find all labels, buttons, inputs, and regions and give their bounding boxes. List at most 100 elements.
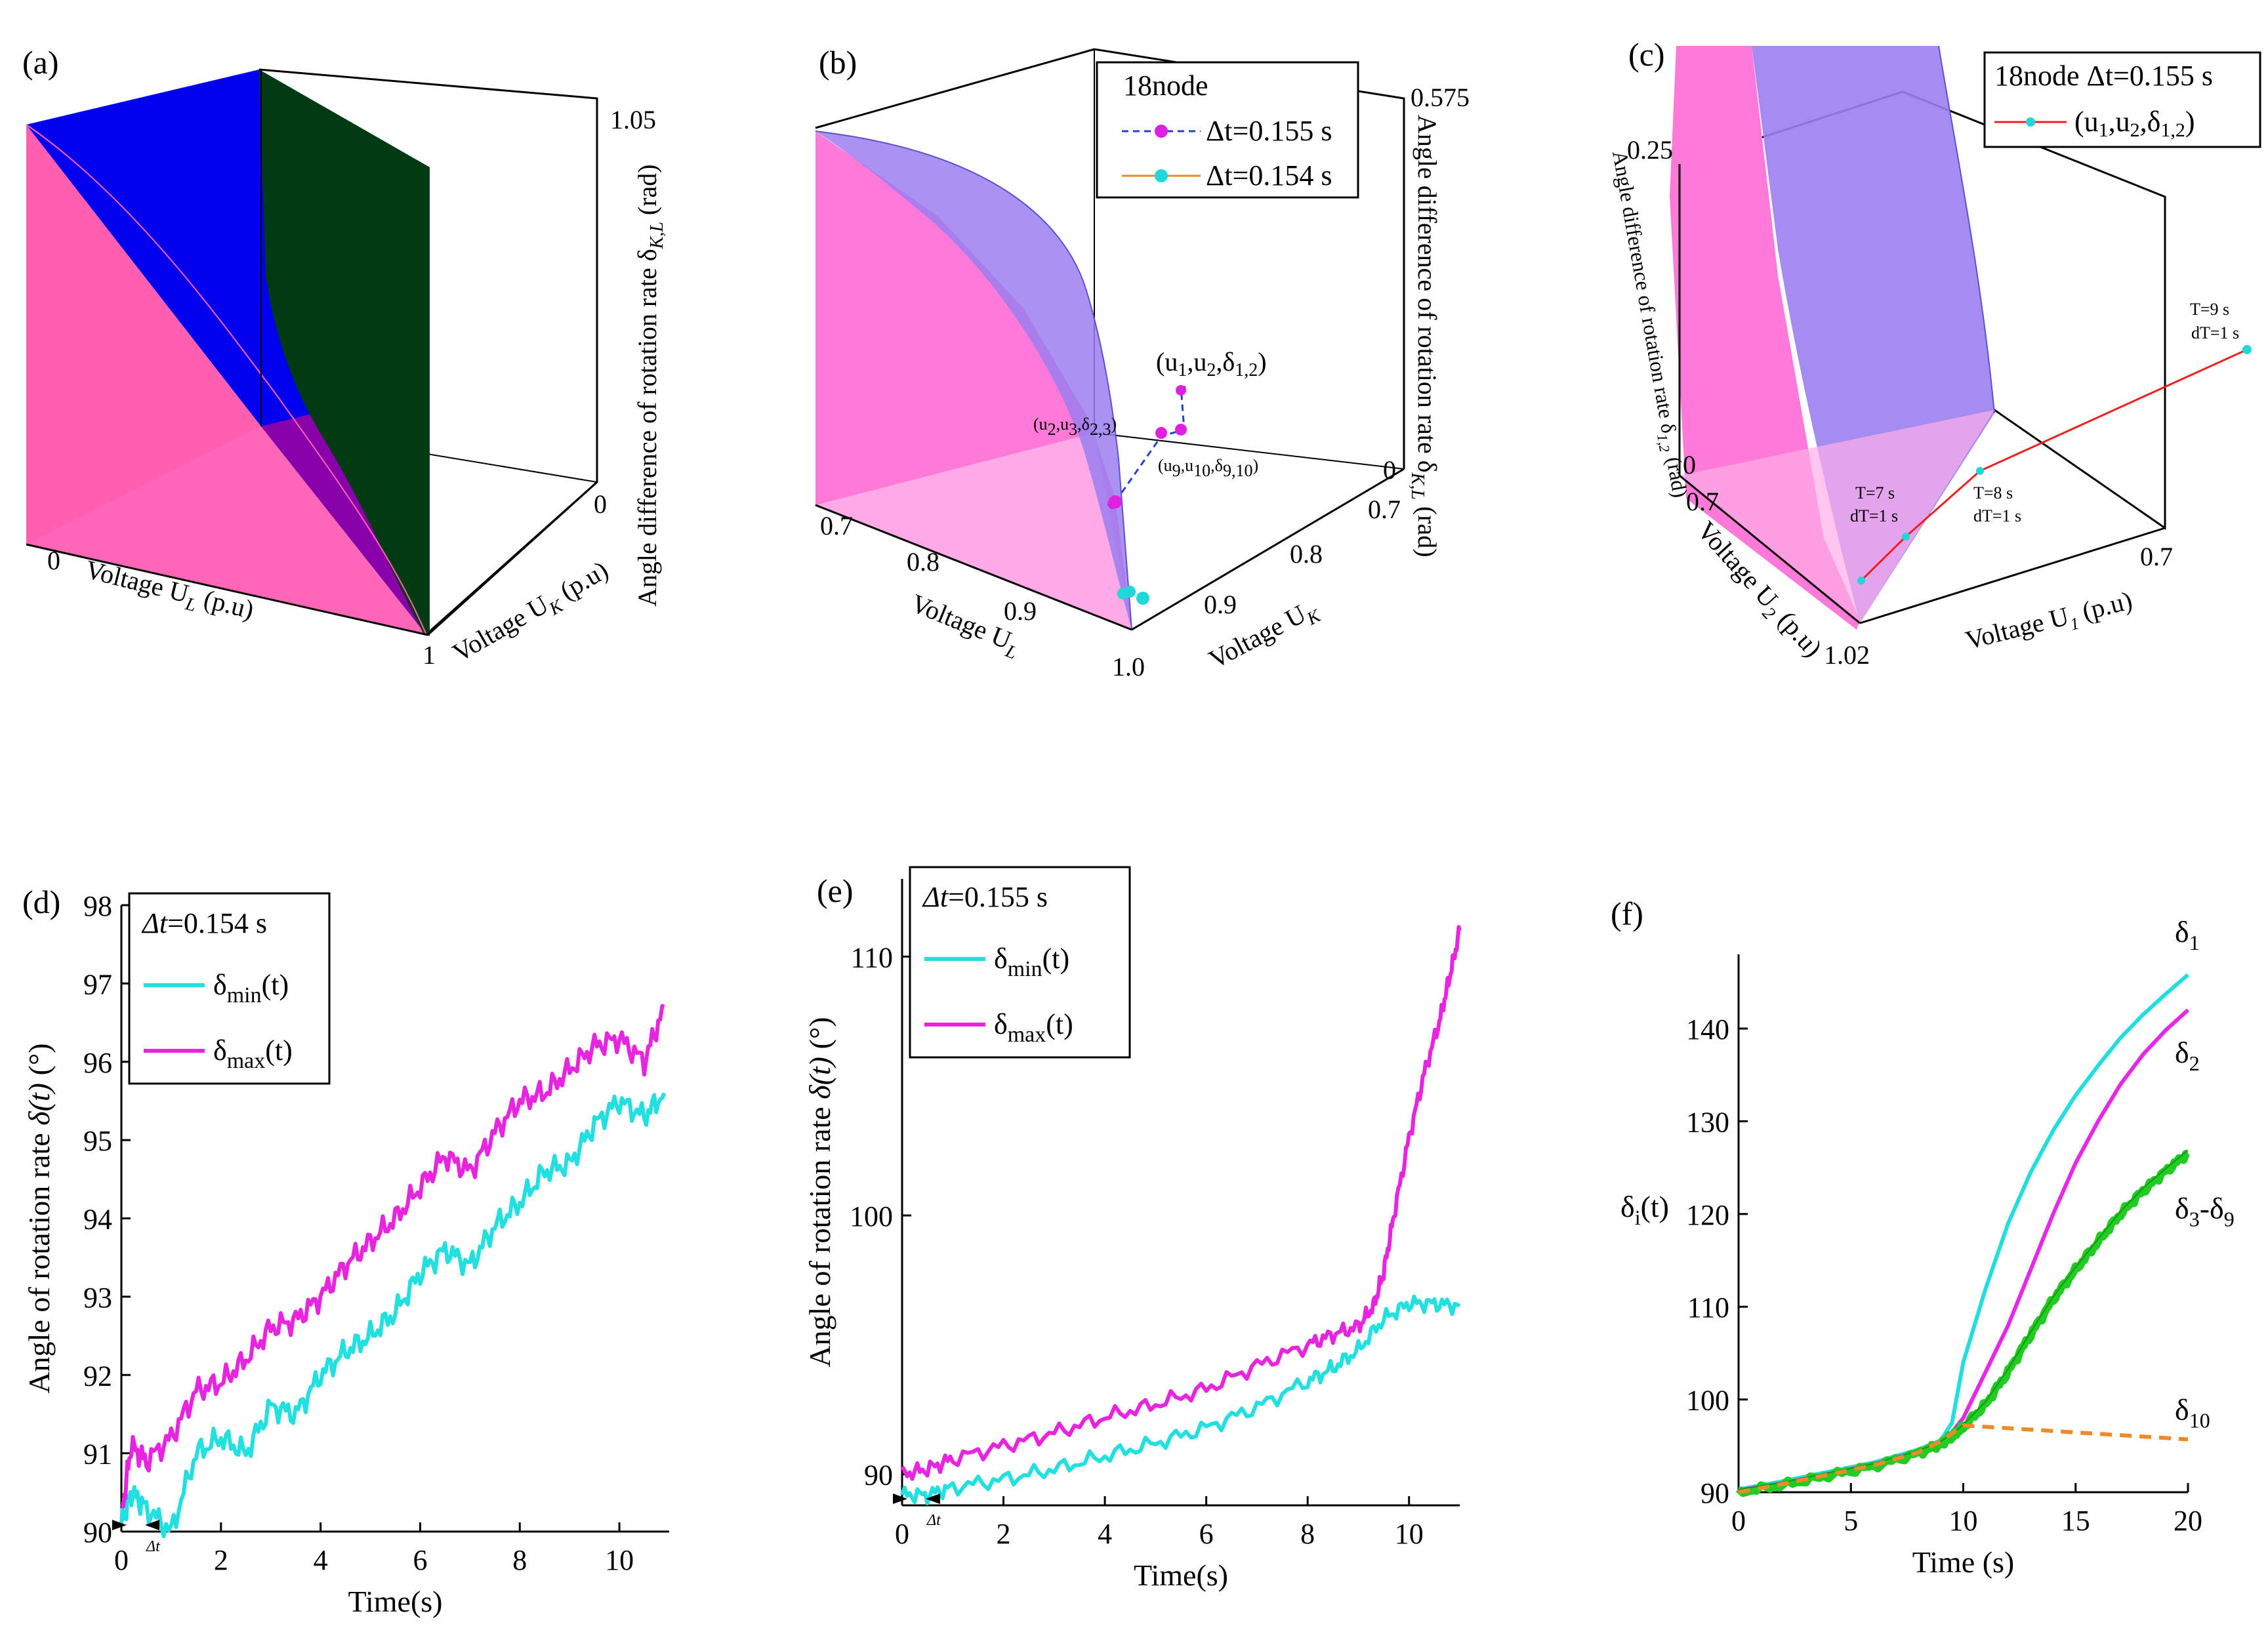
panel-b-legend-marker-1 bbox=[1155, 169, 1168, 182]
chart-d-xtick-label: 6 bbox=[413, 1544, 427, 1576]
chart-f-series-label-3: δ10 bbox=[2175, 1393, 2210, 1432]
chart-d-ytick-label: 98 bbox=[83, 890, 112, 922]
panel-a-yaxis bbox=[426, 481, 598, 636]
panel-b-ann-3: (u9,u10,δ9,10) bbox=[1158, 456, 1258, 480]
panel-e: (e) 0 2 4 6 8 10 90 100 110 Time(s) Angle of rotat… bbox=[803, 866, 1462, 1592]
panel-c-traj bbox=[1860, 348, 2248, 582]
chart-e-dt-arrow-left bbox=[893, 1494, 907, 1504]
chart-e-dt-arrow-right bbox=[926, 1494, 940, 1504]
chart-e-ytick-label: 90 bbox=[864, 1459, 893, 1492]
panel-a-y-min: 0 bbox=[594, 489, 607, 519]
chart-e-xtick-label: 6 bbox=[1199, 1518, 1214, 1550]
chart-d-xtick-label: 0 bbox=[114, 1544, 129, 1576]
chart-f-series-2 bbox=[1735, 1149, 2190, 1497]
panel-a-x-min: 0 bbox=[47, 546, 60, 575]
panel-c-points bbox=[1857, 345, 2252, 584]
panel-c-pt-1-dt: dT=1 s bbox=[1973, 506, 2021, 525]
panel-b-pink-floor bbox=[815, 433, 1132, 630]
chart-f-series-3 bbox=[1738, 1423, 2189, 1494]
panel-b-xtick-3: 1.0 bbox=[1112, 652, 1145, 682]
panel-a-ylabel: Voltage UK(p.u) bbox=[447, 555, 616, 672]
panel-b-ann-1: (u1,u2,δ1,2) bbox=[1156, 347, 1267, 380]
chart-e-series-0 bbox=[900, 1294, 1461, 1505]
panel-a-x-max: 1 bbox=[423, 640, 436, 670]
chart-e-xtick-label: 10 bbox=[1395, 1518, 1424, 1550]
panel-b-xaxis bbox=[815, 504, 1132, 631]
chart-f-series-1 bbox=[1738, 1008, 2190, 1493]
chart-e-ylabel: Angle of rotation rate δ(t) (°) bbox=[803, 1017, 836, 1367]
chart-f-series-label-1: δ2 bbox=[2175, 1036, 2200, 1075]
panel-c-y-tick: 0.7 bbox=[2140, 542, 2173, 571]
chart-e-xtick-label: 4 bbox=[1098, 1518, 1112, 1550]
panel-e-label: (e) bbox=[817, 872, 854, 909]
chart-d-xtick-label: 10 bbox=[605, 1544, 634, 1576]
chart-d-dt-label: Δt bbox=[146, 1538, 161, 1555]
panel-b-box-floor bbox=[1094, 432, 1405, 470]
chart-d: 0 2 4 6 8 10 90 91 92 93 94 95 96 97 98 Time(s) Angle of… bbox=[22, 890, 669, 1618]
chart-d-ytick-label: 97 bbox=[83, 968, 112, 1000]
panel-a: (a) 1.05 0 1 0 Voltage UL (p.u) Voltage U… bbox=[22, 44, 667, 672]
chart-e-series-1 bbox=[900, 925, 1462, 1481]
panel-c-yaxis bbox=[1859, 527, 2166, 624]
panel-b-ann-2: (u2,u3,δ2,3) bbox=[1033, 415, 1117, 439]
chart-d-ytick-label: 95 bbox=[83, 1125, 112, 1157]
panel-c-z-top: 0.25 bbox=[1627, 135, 1673, 165]
panel-a-label: (a) bbox=[22, 44, 59, 81]
chart-e-xtick-label: 0 bbox=[895, 1518, 909, 1550]
panel-b-legend-marker-0 bbox=[1155, 125, 1168, 138]
chart-f: 0 5 10 15 20 90 100 110 120 130 140 Time (s) δi(t) δ1… bbox=[1620, 915, 2235, 1579]
chart-d-legend-title: Δt=0.154 s bbox=[141, 907, 267, 939]
panel-b-traj-155 bbox=[1114, 386, 1186, 502]
chart-f-series-0 bbox=[1738, 973, 2189, 1492]
chart-d-ytick-label: 94 bbox=[83, 1204, 112, 1236]
panel-c-legend: 18node Δt=0.155 s (u1,u2,δ1,2) bbox=[1983, 51, 2261, 148]
panel-b-points-155 bbox=[1107, 385, 1187, 509]
panel-d: (d) 0 2 4 6 8 10 90 91 92 93 94 95 96 97 98 Time(s) Angl… bbox=[22, 884, 669, 1618]
panel-a-pink-floor bbox=[26, 426, 426, 635]
chart-d-xtick-label: 2 bbox=[214, 1544, 228, 1576]
chart-d-dt-arrow-right bbox=[145, 1520, 159, 1530]
panel-c-pt-2-t: T=9 s bbox=[2190, 300, 2229, 319]
chart-f-xtick-label: 15 bbox=[2061, 1505, 2090, 1537]
panel-b-z-bot: 0 bbox=[1383, 455, 1396, 485]
chart-d-dt-arrow-left bbox=[112, 1520, 127, 1530]
chart-f-xtick-label: 20 bbox=[2174, 1505, 2202, 1537]
panel-c-blue-edge bbox=[1938, 45, 1995, 414]
chart-e-legend-item-1: δmax(t) bbox=[994, 1008, 1073, 1047]
panel-b-z-top: 0.575 bbox=[1411, 83, 1470, 112]
panel-f-label: (f) bbox=[1611, 895, 1643, 932]
panel-b-label: (b) bbox=[819, 44, 857, 81]
chart-f-xtick-label: 10 bbox=[1949, 1505, 1978, 1537]
panel-b-xtick-1: 0.8 bbox=[907, 547, 939, 577]
chart-e-dt-label: Δt bbox=[926, 1512, 941, 1529]
panel-b-legend: 18node Δt=0.155 s Δt=0.154 s bbox=[1096, 61, 1359, 199]
chart-e: 0 2 4 6 8 10 90 100 110 Time(s) Angle of rotation … bbox=[803, 866, 1462, 1592]
chart-d-legend-item-0: δmin(t) bbox=[213, 969, 289, 1007]
chart-d-series-1 bbox=[120, 1004, 665, 1509]
chart-d-ytick-label: 93 bbox=[83, 1282, 112, 1314]
chart-e-xlabel: Time(s) bbox=[1134, 1558, 1228, 1592]
chart-d-ytick-label: 96 bbox=[83, 1047, 112, 1079]
panel-b-ytick-2: 0.7 bbox=[1368, 495, 1401, 524]
panel-c-pt-2-dt: dT=1 s bbox=[2191, 323, 2239, 342]
panel-b-ytick-0: 0.9 bbox=[1204, 590, 1237, 619]
chart-f-series-bundle-line bbox=[1738, 1149, 2189, 1490]
panel-c-pink-floor bbox=[1680, 410, 1994, 623]
chart-d-ytick-label: 90 bbox=[83, 1516, 112, 1549]
chart-e-xtick-label: 8 bbox=[1300, 1518, 1315, 1550]
panel-c-pt-1-t: T=8 s bbox=[1973, 483, 2013, 502]
chart-f-xtick-label: 5 bbox=[1844, 1505, 1858, 1537]
chart-f-ytick-label: 90 bbox=[1701, 1477, 1729, 1509]
chart-d-xlabel: Time(s) bbox=[348, 1585, 443, 1618]
chart-e-ytick-label: 100 bbox=[850, 1200, 893, 1232]
panel-a-purple-face bbox=[261, 400, 426, 635]
panel-b-yaxis bbox=[1131, 468, 1405, 631]
panel-b-xtick-2: 0.9 bbox=[1004, 596, 1037, 626]
panel-b-xtick-0: 0.7 bbox=[820, 511, 853, 540]
panel-b-blue-surface bbox=[815, 131, 1132, 630]
panel-c: (c) 0.25 0 0.7 1.02 0.7 Voltage U2(p.u) … bbox=[1608, 36, 2261, 670]
panel-c-legend-item: (u1,u2,δ1,2) bbox=[2074, 106, 2195, 141]
chart-f-xlabel: Time (s) bbox=[1912, 1545, 2015, 1579]
chart-e-legend-title: Δt=0.155 s bbox=[922, 881, 1048, 913]
